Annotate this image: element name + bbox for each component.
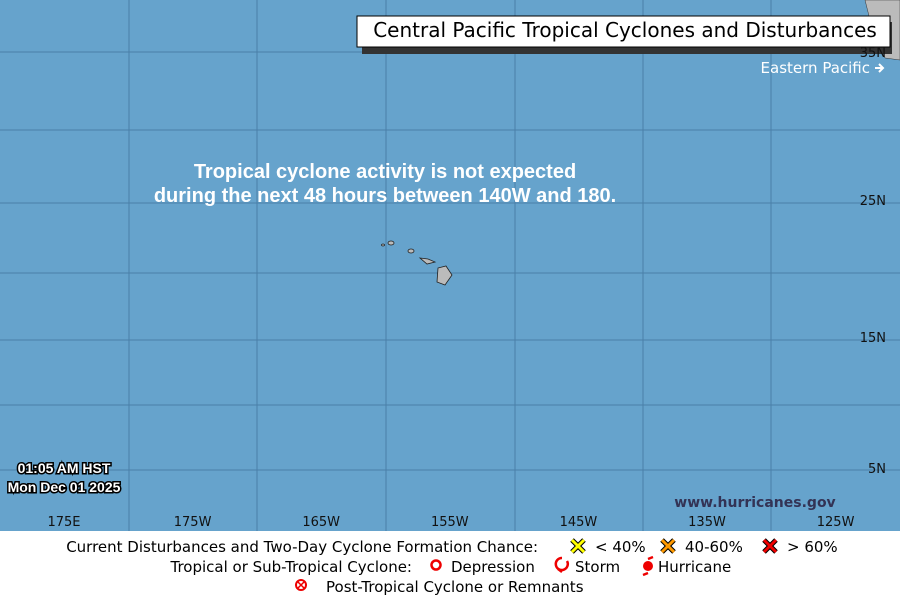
website[interactable]: www.hurricanes.gov bbox=[674, 495, 835, 511]
title-box bbox=[356, 15, 891, 48]
legend-label: Current Disturbances and Two-Day Cyclone… bbox=[66, 538, 538, 556]
outlook-message: Tropical cyclone activity is not expecte… bbox=[194, 161, 576, 183]
title: Central Pacific Tropical Cyclones and Di… bbox=[373, 18, 877, 42]
outlook-message: during the next 48 hours between 140W an… bbox=[154, 185, 616, 207]
latitude-label: 15N bbox=[860, 331, 886, 346]
graticule bbox=[0, 0, 900, 531]
longitude-label: 155W bbox=[431, 515, 469, 530]
longitude-label: 175W bbox=[174, 515, 212, 530]
legend-item: 40-60% bbox=[685, 538, 743, 556]
legend-item: > 60% bbox=[787, 538, 838, 556]
longitude-label: 135W bbox=[688, 515, 726, 530]
latitude-label: 25N bbox=[860, 194, 886, 209]
legend-label: Tropical or Sub-Tropical Cyclone: bbox=[169, 558, 412, 576]
legend-item: Storm bbox=[575, 558, 620, 576]
hawaiian-islands bbox=[381, 240, 453, 286]
longitude-label: 165W bbox=[302, 515, 340, 530]
legend-item: < 40% bbox=[595, 538, 646, 556]
issue-date: Mon Dec 01 2025 bbox=[8, 479, 121, 495]
longitude-label: 145W bbox=[560, 515, 598, 530]
arrow-icon bbox=[875, 63, 885, 73]
ocean bbox=[0, 0, 900, 531]
legend-item: Depression bbox=[451, 558, 535, 576]
latitude-label: 35N bbox=[860, 46, 886, 61]
legend-panel bbox=[0, 531, 900, 601]
issue-time: 01:05 AM HST bbox=[18, 460, 111, 476]
latitude-label: 5N bbox=[868, 462, 886, 477]
legend-item: Post-Tropical Cyclone or Remnants bbox=[326, 578, 584, 596]
legend-item: Hurricane bbox=[658, 558, 731, 576]
eastern-pacific-link[interactable]: Eastern Pacific bbox=[761, 59, 870, 77]
longitude-label: 175E bbox=[47, 515, 80, 530]
longitude-label: 125W bbox=[817, 515, 855, 530]
